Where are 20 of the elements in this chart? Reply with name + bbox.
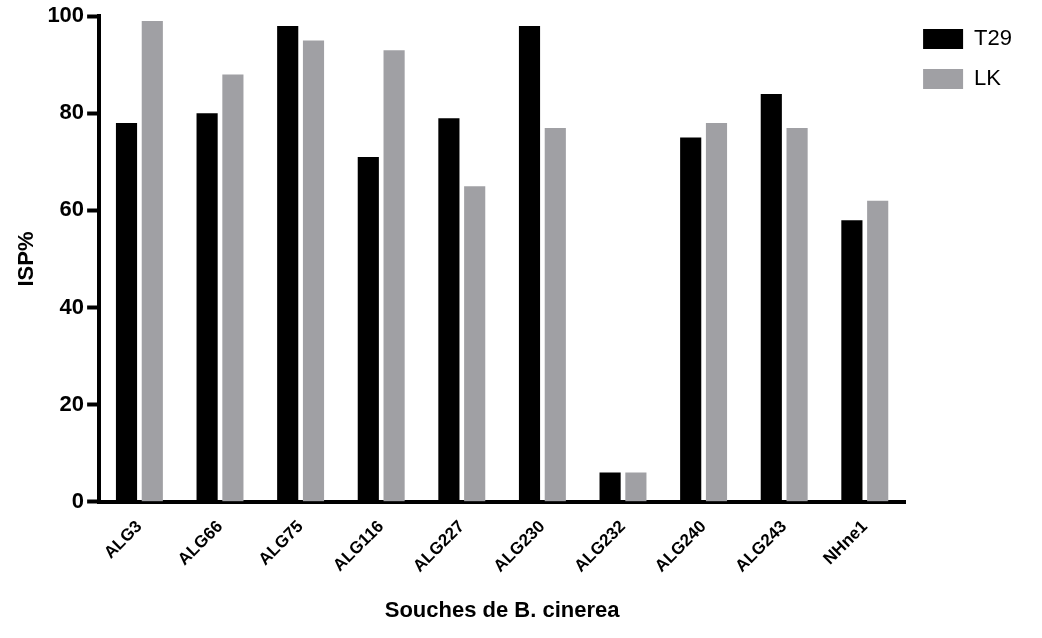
y-tick-label: 0	[71, 487, 85, 513]
y-tick-label: 100	[47, 2, 85, 28]
bar	[705, 123, 728, 502]
bar	[786, 127, 808, 502]
legend-label: LK	[974, 65, 1002, 91]
bar	[625, 472, 647, 502]
x-axis-title: Souches de B. cinerea	[384, 596, 621, 622]
legend-label: T29	[974, 25, 1013, 51]
bar	[383, 50, 405, 502]
bar	[544, 127, 566, 502]
y-tick-label: 60	[59, 196, 85, 222]
y-axis-title: ISP%	[13, 231, 39, 287]
bar	[464, 186, 486, 502]
bar	[141, 21, 163, 502]
y-tick-label: 80	[59, 99, 85, 125]
y-tick-label: 40	[59, 293, 85, 319]
bar	[302, 40, 325, 502]
bar	[867, 200, 889, 502]
y-tick-label: 20	[59, 390, 85, 416]
bar	[222, 74, 244, 502]
